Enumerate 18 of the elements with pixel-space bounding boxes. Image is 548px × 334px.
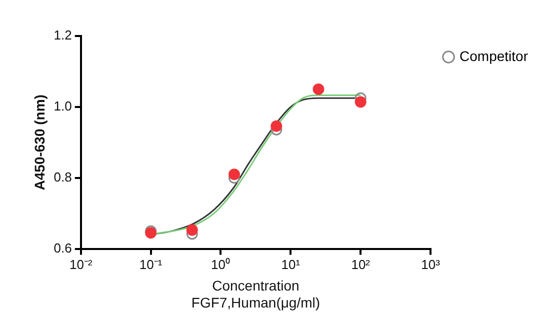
- x-tick-label: 10¹: [281, 257, 301, 272]
- y-tick-label: 1.0: [54, 98, 72, 114]
- x-axis-title: Concentration FGF7,Human(μg/ml): [191, 278, 320, 310]
- x-tick-label: 10⁻²: [69, 257, 93, 272]
- y-tick-label: 0.6: [54, 240, 72, 256]
- x-tick-label: 10³: [421, 257, 441, 272]
- x-tick-label: 10⁻¹: [139, 257, 163, 272]
- legend-label: Competitor: [460, 48, 528, 64]
- x-tick-label: 10²: [351, 257, 371, 272]
- point: [354, 96, 366, 108]
- point: [186, 224, 198, 236]
- point: [312, 83, 324, 95]
- y-tick-label: 1.2: [54, 28, 72, 43]
- y-tick-label: 0.8: [54, 169, 72, 184]
- point: [228, 168, 240, 180]
- y-axis-title: A450-630 (nm): [31, 94, 48, 190]
- point: [270, 120, 282, 132]
- x-tick-label: 10⁰: [211, 257, 230, 272]
